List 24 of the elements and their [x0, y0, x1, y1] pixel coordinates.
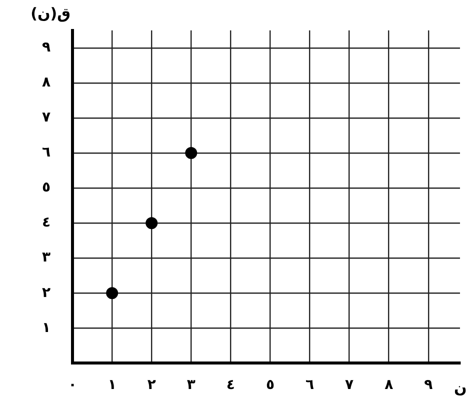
x-tick-label: ٧ [345, 377, 354, 394]
y-tick-label: ٩ [42, 40, 51, 56]
x-tick-label: ٩ [424, 377, 434, 394]
y-tick-label: ١ [42, 320, 51, 336]
x-tick-label: ٨ [384, 377, 394, 394]
x-tick-label: ١ [108, 377, 116, 394]
x-tick-label: ٢ [147, 377, 156, 394]
point [185, 147, 198, 160]
x-tick-label: ٥ [266, 377, 274, 394]
y-tick-label: ٥ [42, 180, 51, 196]
y-tick-label: ٨ [42, 74, 51, 91]
y-tick-label: ٦ [42, 144, 51, 161]
x-tick-label: ٦ [305, 377, 314, 394]
y-tick-label: ٢ [42, 284, 51, 301]
x-tick-label: ٤ [226, 377, 235, 394]
y-tick-label: ٣ [42, 250, 51, 266]
point [106, 287, 118, 300]
y-tick-label: ٤ [42, 214, 51, 231]
x-axis-title: ن [454, 379, 467, 398]
y-axis-title: ق(ن) [30, 4, 71, 22]
x-tick-label: ٠ [68, 377, 77, 394]
y-tick-label: ٧ [42, 110, 51, 126]
point [146, 217, 158, 230]
x-tick-label: ٣ [186, 377, 196, 394]
